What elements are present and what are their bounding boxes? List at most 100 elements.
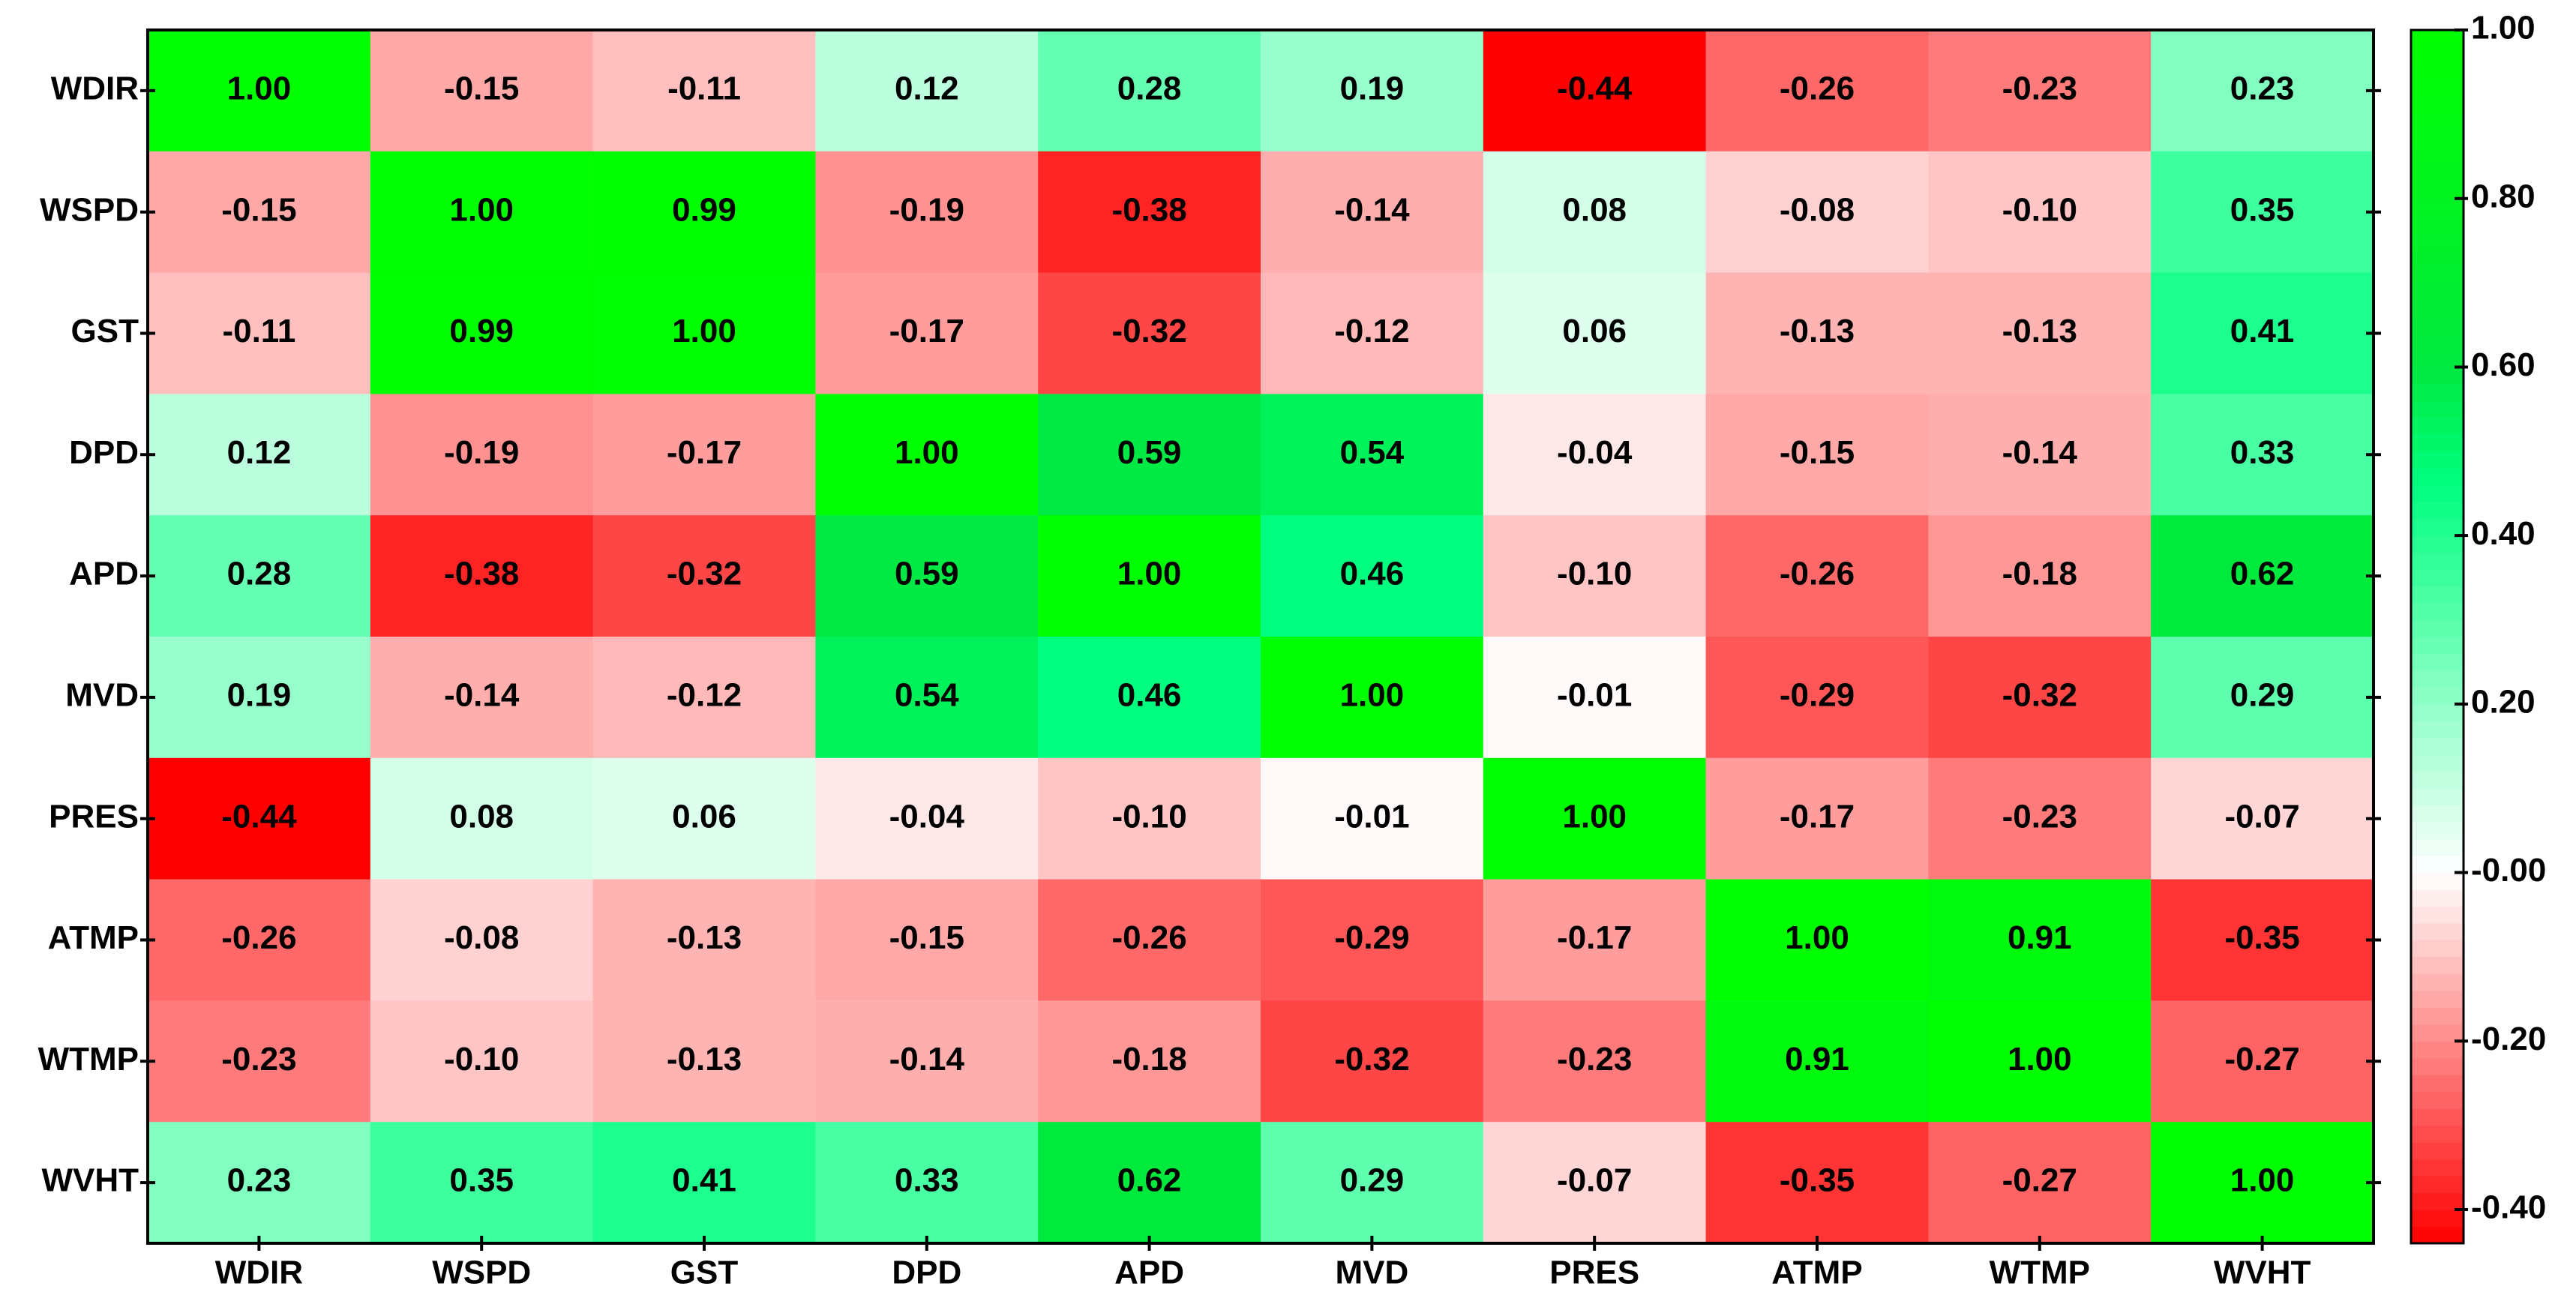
x-tick-label: WDIR (215, 1255, 303, 1291)
heatmap-cell (1038, 879, 1261, 1001)
colorbar-band (2411, 249, 2464, 267)
heatmap-cell (1261, 151, 1484, 274)
colorbar-band (2411, 552, 2464, 570)
cell-label: 0.33 (895, 1162, 959, 1199)
heatmap-cell (592, 637, 816, 759)
cell-label: -0.32 (1334, 1041, 1409, 1078)
colorbar-band (2411, 737, 2464, 755)
heatmap-cell (148, 637, 371, 759)
cell-label: -0.35 (2224, 919, 2299, 956)
x-tick-label: DPD (892, 1255, 961, 1291)
colorbar-band (2411, 856, 2464, 874)
heatmap-cell (2151, 30, 2374, 152)
heatmap-cell (1038, 1122, 1261, 1244)
heatmap-cell (148, 879, 371, 1001)
heatmap-cell (370, 30, 594, 152)
y-tick-label: ATMP (48, 919, 139, 956)
cell-label: -0.10 (1557, 556, 1632, 592)
colorbar-band (2411, 586, 2464, 604)
cell-label: 0.28 (227, 556, 292, 592)
heatmap-cell (1705, 757, 1929, 880)
cell-label: 0.35 (2230, 191, 2295, 228)
heatmap-cell (1483, 272, 1707, 394)
x-tick-label: ATMP (1771, 1255, 1862, 1291)
y-tick-label: WDIR (51, 70, 139, 107)
colorbar-band (2411, 956, 2464, 974)
heatmap-cell (370, 151, 594, 274)
colorbar-band (2411, 923, 2464, 940)
y-tick-label: MVD (65, 677, 139, 714)
cell-label: 0.46 (1117, 677, 1182, 714)
cell-label: 0.23 (227, 1162, 292, 1199)
heatmap-cell (1038, 272, 1261, 394)
heatmap-cell (1483, 394, 1707, 516)
cell-label: 0.99 (672, 191, 736, 228)
heatmap-cell (1038, 515, 1261, 637)
colorbar-band (2411, 400, 2464, 418)
heatmap-cell (1705, 879, 1929, 1001)
cell-label: -0.32 (667, 556, 742, 592)
cell-label: 0.41 (672, 1162, 736, 1199)
colorbar-tick-label: -0.20 (2471, 1021, 2546, 1057)
heatmap-cell (815, 1122, 1039, 1244)
cell-label: -0.23 (1557, 1041, 1632, 1078)
y-tick-label: PRES (49, 798, 139, 835)
heatmap-cell (1705, 515, 1929, 637)
colorbar-band (2411, 653, 2464, 671)
colorbar-band (2411, 822, 2464, 840)
colorbar-band (2411, 940, 2464, 958)
cell-label: 0.91 (2008, 919, 2072, 956)
colorbar-band (2411, 148, 2464, 166)
x-tick-label: WSPD (432, 1255, 531, 1291)
heatmap-cell (815, 272, 1039, 394)
heatmap-cell (1261, 757, 1484, 880)
cell-label: 0.54 (895, 677, 959, 714)
colorbar-band (2411, 670, 2464, 688)
colorbar-band (2411, 1041, 2464, 1059)
cell-label: 0.54 (1340, 434, 1405, 471)
cell-label: -0.04 (889, 798, 965, 835)
heatmap-cell (1038, 151, 1261, 274)
colorbar-tick-label: -0.00 (2471, 852, 2546, 889)
colorbar-band (2411, 1024, 2464, 1042)
colorbar-band (2411, 788, 2464, 806)
heatmap-cell (1705, 1122, 1929, 1244)
heatmap-cell (148, 394, 371, 516)
cell-label: -0.15 (889, 919, 964, 956)
colorbar-band (2411, 383, 2464, 401)
colorbar-band (2411, 619, 2464, 637)
heatmap-cell (370, 1000, 594, 1123)
heatmap-cell (815, 30, 1039, 152)
cell-label: 0.59 (1117, 434, 1182, 471)
heatmap-cell (1928, 1122, 2152, 1244)
cell-label: -0.11 (222, 313, 295, 349)
colorbar-band (2411, 316, 2464, 334)
colorbar-tick-label: 0.80 (2471, 178, 2536, 214)
heatmap-cell (1261, 394, 1484, 516)
colorbar-band (2411, 164, 2464, 182)
heatmap-cell (592, 30, 816, 152)
colorbar-band (2411, 1091, 2464, 1109)
cell-label: -0.10 (2002, 191, 2077, 228)
cell-label: -0.13 (667, 919, 742, 956)
cell-label: 1.00 (1785, 919, 1849, 956)
colorbar-band (2411, 1108, 2464, 1126)
heatmap-cell (370, 394, 594, 516)
colorbar-band (2411, 299, 2464, 317)
colorbar-tick-label: 1.00 (2471, 10, 2536, 46)
heatmap-cell (1483, 30, 1707, 152)
colorbar-band (2411, 349, 2464, 367)
heatmap-cell (2151, 1000, 2374, 1123)
cell-label: 0.35 (449, 1162, 514, 1199)
heatmap-cell (2151, 151, 2374, 274)
heatmap-cell (1483, 1122, 1707, 1244)
colorbar-band (2411, 1075, 2464, 1093)
cell-label: -0.29 (1334, 919, 1409, 956)
y-tick-label: GST (71, 313, 139, 349)
colorbar-band (2411, 990, 2464, 1008)
cell-label: -0.23 (221, 1041, 296, 1078)
heatmap-cell (1038, 757, 1261, 880)
cell-label: -0.13 (2002, 313, 2077, 349)
colorbar-band (2411, 468, 2464, 486)
heatmap-cell (1705, 1000, 1929, 1123)
